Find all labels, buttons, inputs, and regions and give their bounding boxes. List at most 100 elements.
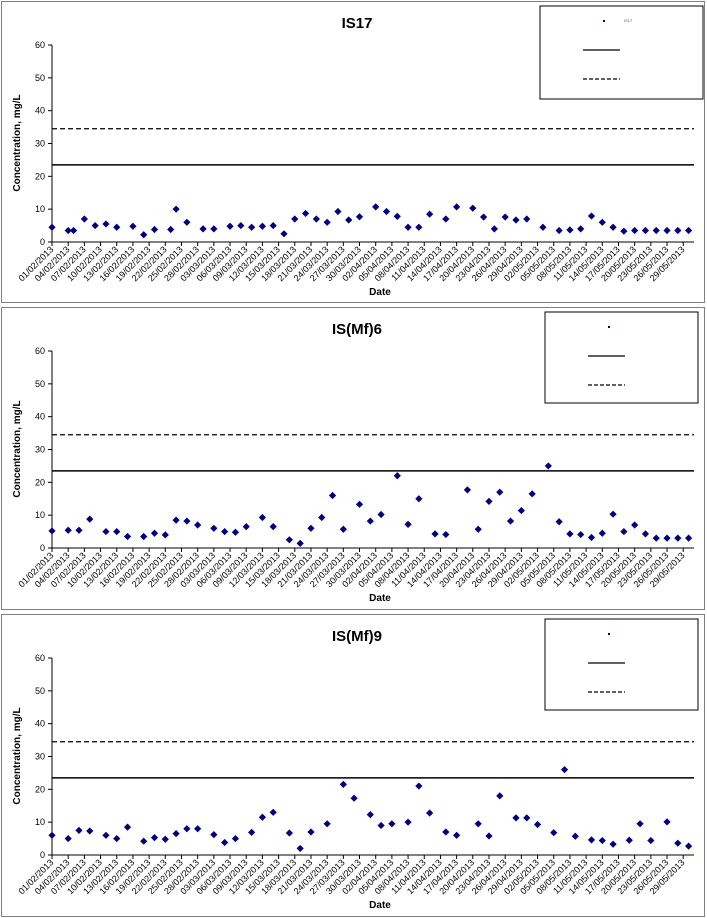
- data-point: [269, 221, 277, 230]
- data-point: [415, 782, 423, 790]
- data-point: [490, 225, 498, 233]
- data-point: [140, 837, 148, 845]
- data-point: [307, 524, 315, 532]
- data-point: [172, 205, 180, 213]
- data-point: [442, 215, 450, 223]
- data-point: [453, 203, 461, 211]
- data-point: [48, 527, 56, 535]
- data-point: [318, 513, 326, 522]
- data-point: [285, 829, 293, 837]
- data-point: [550, 829, 558, 837]
- data-point: [598, 218, 606, 226]
- data-point: [415, 495, 423, 503]
- data-point: [123, 532, 132, 541]
- data-point: [161, 531, 169, 539]
- legend-marker-swatch: [603, 20, 605, 22]
- data-point: [210, 524, 218, 532]
- y-tick-label: 60: [35, 40, 45, 50]
- data-point: [64, 526, 72, 534]
- data-point: [674, 226, 682, 235]
- data-point: [291, 215, 299, 223]
- data-point: [366, 811, 374, 819]
- data-point: [150, 529, 159, 537]
- data-point: [296, 539, 304, 548]
- data-point: [113, 834, 121, 843]
- data-point: [496, 488, 504, 496]
- data-point: [663, 534, 671, 542]
- data-point: [663, 226, 671, 235]
- data-point: [113, 223, 121, 231]
- data-point: [641, 530, 650, 538]
- y-tick-label: 20: [35, 171, 45, 181]
- data-point: [242, 523, 250, 531]
- data-point: [312, 215, 320, 223]
- data-point: [86, 827, 94, 835]
- chart-svg: IS(Mf)6010203040506001/02/201304/02/2013…: [12, 311, 699, 604]
- data-point: [64, 834, 72, 843]
- data-point: [685, 842, 693, 850]
- data-point: [631, 521, 639, 529]
- data-point: [210, 831, 218, 839]
- data-point: [231, 528, 240, 536]
- data-point: [323, 218, 331, 226]
- data-point: [355, 500, 364, 508]
- data-point: [226, 222, 234, 230]
- data-point: [512, 814, 520, 822]
- data-point: [566, 226, 574, 234]
- data-point: [404, 818, 412, 826]
- legend: [544, 618, 699, 711]
- y-tick-label: 40: [35, 719, 45, 729]
- data-point: [372, 203, 380, 211]
- data-point: [431, 530, 439, 538]
- data-point: [485, 832, 493, 840]
- data-point: [339, 780, 347, 789]
- y-tick-label: 20: [35, 477, 45, 487]
- chart-panel-ismf6: IS(Mf)6 0 10 20 30 40 50 60 01/02/2013 04/02/2013…: [1, 307, 705, 610]
- data-point: [194, 825, 202, 833]
- chart-panel-ismf9: IS(Mf)9 0 10 20 30 40 50 60 01/02/2013 04/02/2013…: [1, 614, 705, 917]
- chart-svg: IS17 IS17010203040506001/02/201304/02/201…: [12, 5, 704, 298]
- y-tick-label: 0: [40, 543, 45, 553]
- data-point: [426, 210, 434, 218]
- data-point: [86, 515, 94, 523]
- data-point: [64, 226, 72, 235]
- y-tick-label: 30: [35, 752, 45, 762]
- y-tick-label: 40: [35, 412, 45, 422]
- data-point: [339, 525, 347, 533]
- chart-panel-is17: IS17 IS17 0 10 20 30 40 50 60 01/02/2013 04/02/201…: [1, 1, 705, 303]
- data-point: [625, 836, 633, 844]
- y-tick-label: 30: [35, 139, 45, 149]
- data-point: [393, 472, 401, 480]
- x-axis-title: Date: [369, 900, 391, 911]
- data-point: [258, 813, 267, 821]
- legend-marker-swatch: [608, 326, 610, 328]
- data-point: [221, 838, 229, 847]
- legend: IS17: [539, 5, 704, 100]
- data-point: [496, 792, 504, 800]
- y-axis-title: Concentration, mg/L: [12, 94, 23, 191]
- data-point: [523, 215, 531, 223]
- data-point: [350, 794, 358, 802]
- legend-label: IS17: [624, 18, 633, 23]
- y-axis-title: Concentration, mg/L: [12, 400, 23, 497]
- y-tick-label: 50: [35, 686, 45, 696]
- data-point: [674, 534, 682, 542]
- data-point: [269, 523, 277, 531]
- data-point: [258, 513, 267, 522]
- data-point: [210, 225, 218, 233]
- data-point: [587, 836, 596, 844]
- data-point: [355, 213, 364, 221]
- data-point: [415, 223, 423, 231]
- y-tick-label: 20: [35, 784, 45, 794]
- data-point: [426, 809, 434, 817]
- data-point: [123, 823, 132, 831]
- y-tick-label: 0: [40, 850, 45, 860]
- data-point: [620, 227, 628, 235]
- axes: [48, 350, 694, 552]
- y-tick-label: 60: [35, 346, 45, 356]
- data-point: [248, 223, 256, 231]
- data-point: [587, 533, 596, 542]
- data-point: [598, 529, 606, 537]
- data-point: [506, 517, 515, 525]
- data-point: [404, 223, 412, 231]
